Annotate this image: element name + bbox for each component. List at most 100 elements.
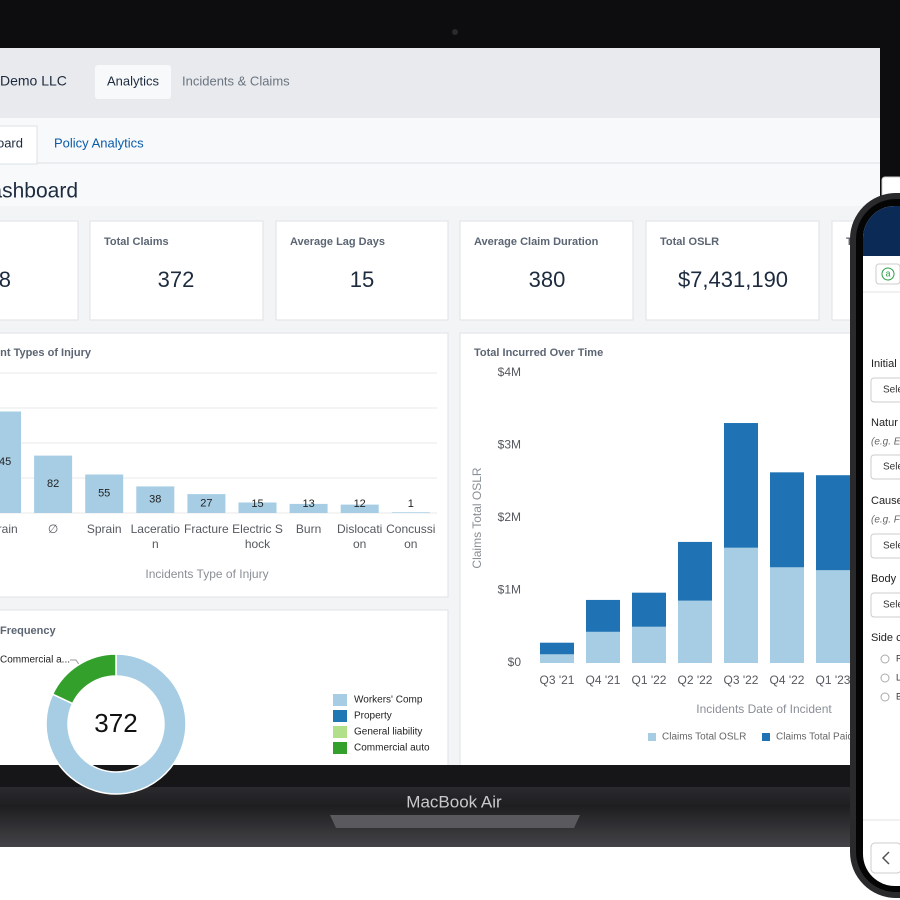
x-tick-label: Q4 '22 <box>770 673 805 687</box>
legend-swatch <box>333 726 347 738</box>
x-tick-label: Q2 '22 <box>678 673 713 687</box>
bar-segment <box>540 654 574 663</box>
bar <box>238 502 277 513</box>
x-tick-label: Laceration <box>130 522 180 551</box>
laptop-notch <box>330 815 580 828</box>
x-tick-label: Electric Shock <box>232 522 283 551</box>
bar-segment <box>724 547 758 663</box>
bar-segment <box>586 631 620 663</box>
legend-swatch <box>333 710 347 722</box>
kpi-label: Total OSLR <box>660 236 719 248</box>
select-text[interactable]: Sele <box>883 385 900 396</box>
tab-strip <box>0 118 880 206</box>
bar-segment <box>540 642 574 655</box>
x-tick-label: Q3 '21 <box>540 673 575 687</box>
select-text[interactable]: Sele <box>883 600 900 611</box>
nav-item[interactable]: Analytics <box>107 73 160 88</box>
field-label: Natur <box>871 417 898 429</box>
legend-swatch <box>333 742 347 754</box>
tab-active[interactable] <box>0 125 38 165</box>
select[interactable] <box>870 592 900 618</box>
back-button[interactable] <box>870 842 900 874</box>
x-tick-label-box: Laceration <box>130 522 180 551</box>
value-label: 38 <box>149 494 161 506</box>
select-text[interactable]: Sele <box>883 462 900 473</box>
back-icon[interactable] <box>881 851 890 865</box>
callout-label: Commercial a... <box>0 655 70 666</box>
field-label: Side c <box>871 632 900 644</box>
nav-active[interactable] <box>95 65 171 99</box>
kpi-card <box>645 220 820 321</box>
phone-screen: a Initial Sele Natur (e.g. E Sele Cause … <box>863 206 900 886</box>
x-tick-label-box: Dislocation <box>337 522 382 551</box>
radio-label[interactable]: R <box>896 653 900 663</box>
bar <box>289 503 328 513</box>
bar-segment <box>632 592 666 627</box>
x-tick-label-box: Concussion <box>386 522 436 551</box>
chart-title: Most Frequent Types of Injury <box>0 347 92 359</box>
legend-swatch <box>762 733 770 741</box>
x-axis-title: Incidents Date of Incident <box>696 702 832 716</box>
y-tick-label: $4M <box>498 365 521 379</box>
value-label: 12 <box>354 498 366 510</box>
x-tick-label: Strain <box>0 522 18 536</box>
bar-segment <box>816 570 850 663</box>
chart-title: Total Incurred Over Time <box>474 347 603 359</box>
bar-segment <box>770 567 804 663</box>
bar-segment <box>632 626 666 663</box>
field-label: Body <box>871 573 897 585</box>
panel <box>0 332 449 598</box>
page-title: Dashboard <box>0 180 78 203</box>
value-label: 13 <box>302 498 314 510</box>
select-text[interactable]: Sele <box>883 541 900 552</box>
field-label: Cause <box>871 495 900 507</box>
bar <box>340 504 379 513</box>
bar <box>136 486 175 513</box>
bar <box>391 512 430 513</box>
legend-label: Commercial auto <box>354 743 430 754</box>
device-label: MacBook Air <box>406 792 502 811</box>
x-tick-label-box: Burn <box>296 522 321 536</box>
radio-label[interactable]: B <box>896 691 900 701</box>
x-tick-label: Fracture <box>184 522 229 536</box>
kpi-card <box>89 220 264 321</box>
kpi-label: Total Claims <box>104 236 169 248</box>
x-axis-title: Incidents Type of Injury <box>145 567 268 581</box>
bar-segment <box>724 423 758 548</box>
kpi-value: 15 <box>350 267 374 292</box>
field-label: Initial <box>871 358 897 370</box>
legend-label: Property <box>354 711 392 722</box>
nav-item[interactable]: Incidents & Claims <box>182 73 290 88</box>
x-tick-label-box: Sprain <box>87 522 122 536</box>
donut-segment <box>45 653 187 795</box>
badge-letter: a <box>885 268 890 278</box>
donut-segment <box>51 653 117 705</box>
select[interactable] <box>870 533 900 559</box>
x-tick-label: Q1 '23 <box>816 673 851 687</box>
tab[interactable]: Dashboard <box>0 135 23 150</box>
radio[interactable] <box>880 673 890 683</box>
radio[interactable] <box>880 692 890 702</box>
select[interactable] <box>870 454 900 480</box>
value-label: 82 <box>47 478 59 490</box>
field-hint: (e.g. F <box>871 515 900 526</box>
value-label: 1 <box>408 498 414 510</box>
badge-box <box>875 263 900 285</box>
kpi-label: Average Claim Duration <box>474 236 599 248</box>
tab[interactable]: Policy Analytics <box>54 135 144 150</box>
radio[interactable] <box>880 654 890 664</box>
value-label: 55 <box>98 488 110 500</box>
kpi-value: 8 <box>0 267 11 292</box>
panel <box>459 332 881 774</box>
radio-label[interactable]: L <box>896 672 900 682</box>
y-axis-title: Claims Total OSLR <box>470 467 484 568</box>
kpi-label: Average Lag Days <box>290 236 385 248</box>
x-tick-label: Concussion <box>386 522 436 551</box>
x-tick-label-box: Fracture <box>184 522 229 536</box>
kpi-value: 372 <box>158 267 195 292</box>
legend-label: Workers' Comp <box>354 695 423 706</box>
select[interactable] <box>870 377 900 403</box>
camera <box>452 29 458 35</box>
bar <box>85 474 124 513</box>
